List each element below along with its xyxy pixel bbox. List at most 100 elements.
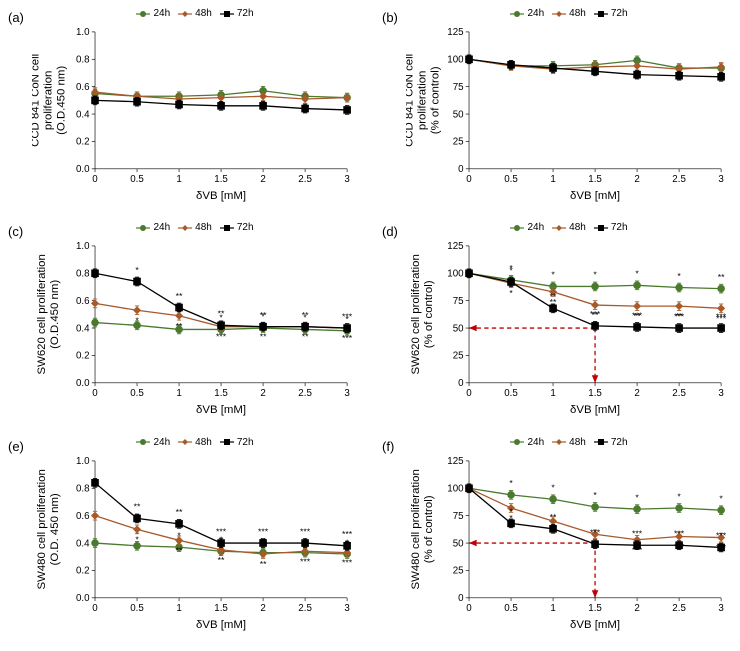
svg-text:*: * (509, 289, 513, 299)
legend-label: 24h (153, 8, 170, 19)
svg-text:0.4: 0.4 (76, 109, 90, 120)
panel-label: (b) (382, 8, 406, 214)
legend-item-24h: 24h (510, 222, 544, 233)
svg-text:2.5: 2.5 (298, 174, 312, 185)
svg-text:*: * (135, 265, 139, 275)
svg-text:***: *** (216, 332, 227, 342)
svg-text:1.0: 1.0 (76, 27, 90, 38)
svg-text:0.5: 0.5 (504, 388, 518, 399)
legend-label: 48h (569, 437, 586, 448)
legend-label: 24h (153, 437, 170, 448)
svg-text:25: 25 (453, 566, 464, 577)
chart-f: 24h 48h 72h025507510012500.511.522.53δVB… (406, 437, 732, 643)
legend-item-48h: 48h (178, 222, 212, 233)
svg-text:2: 2 (260, 603, 265, 614)
legend-item-48h: 48h (552, 222, 586, 233)
legend-item-72h: 72h (220, 8, 254, 19)
svg-text:2: 2 (260, 388, 265, 399)
svg-text:1: 1 (176, 388, 181, 399)
svg-text:0.8: 0.8 (76, 269, 90, 280)
svg-text:***: *** (300, 556, 311, 566)
svg-text:**: ** (302, 310, 309, 320)
svg-text:2.5: 2.5 (298, 388, 312, 399)
svg-text:***: *** (300, 526, 311, 536)
svg-text:***: *** (590, 527, 601, 537)
svg-text:0: 0 (92, 603, 98, 614)
svg-text:*: * (509, 478, 513, 488)
legend-item-24h: 24h (136, 222, 170, 233)
svg-text:***: *** (716, 531, 727, 541)
svg-text:**: ** (260, 559, 267, 569)
svg-text:δVB [mM]: δVB [mM] (196, 405, 246, 417)
chart-e: 24h 48h 72h0.00.20.40.60.81.000.511.522.… (32, 437, 358, 643)
svg-text:75: 75 (453, 82, 464, 93)
svg-text:0.6: 0.6 (76, 296, 90, 307)
svg-text:δVB [mM]: δVB [mM] (570, 619, 620, 631)
svg-text:***: *** (258, 526, 269, 536)
svg-text:**: ** (550, 512, 557, 522)
svg-text:0.4: 0.4 (76, 324, 90, 335)
legend-item-48h: 48h (552, 437, 586, 448)
legend-label: 72h (611, 222, 628, 233)
svg-text:*: * (135, 316, 139, 326)
svg-text:0: 0 (466, 603, 472, 614)
panel-grid: (a) 24h 48h 72h0.00.20.40.60.81.000.511.… (8, 8, 732, 643)
svg-text:125: 125 (447, 242, 464, 253)
legend-label: 24h (153, 222, 170, 233)
panel-label: (d) (382, 222, 406, 428)
chart-b: 24h 48h 72h025507510012500.511.522.53δVB… (406, 8, 732, 214)
legend-label: 72h (237, 437, 254, 448)
svg-text:2: 2 (634, 388, 639, 399)
svg-text:0: 0 (458, 379, 464, 390)
svg-text:SW620 cell proliferation: SW620 cell proliferation (36, 255, 48, 375)
svg-text:125: 125 (447, 456, 464, 467)
svg-text:δVB [mM]: δVB [mM] (570, 190, 620, 202)
svg-text:2.5: 2.5 (672, 388, 686, 399)
legend-label: 48h (569, 8, 586, 19)
svg-text:1.5: 1.5 (214, 174, 228, 185)
svg-text:75: 75 (453, 511, 464, 522)
svg-text:*: * (509, 266, 513, 276)
svg-text:0.5: 0.5 (130, 174, 144, 185)
svg-text:75: 75 (453, 296, 464, 307)
svg-text:*: * (509, 507, 513, 517)
svg-text:0: 0 (458, 593, 464, 604)
panel-f: (f) 24h 48h 72h025507510012500.511.522.5… (382, 437, 732, 643)
legend-item-48h: 48h (552, 8, 586, 19)
svg-text:0: 0 (92, 388, 98, 399)
svg-text:***: *** (342, 334, 353, 344)
svg-text:SW480 cell proliferation: SW480 cell proliferation (410, 469, 422, 589)
svg-text:1.0: 1.0 (76, 242, 90, 253)
svg-text:0.0: 0.0 (76, 379, 90, 390)
svg-text:**: ** (550, 292, 557, 302)
svg-text:*: * (719, 493, 723, 503)
svg-text:***: *** (674, 528, 685, 538)
panel-label: (c) (8, 222, 32, 428)
svg-text:***: *** (632, 528, 643, 538)
legend-item-24h: 24h (510, 8, 544, 19)
legend: 24h 48h 72h (406, 222, 732, 233)
svg-text:(O.D. 450 nm): (O.D. 450 nm) (49, 493, 61, 565)
svg-text:***: *** (342, 558, 353, 568)
legend-item-72h: 72h (594, 437, 628, 448)
svg-text:3: 3 (718, 174, 723, 185)
svg-text:0.5: 0.5 (504, 603, 518, 614)
legend-label: 24h (527, 437, 544, 448)
svg-text:0: 0 (458, 164, 464, 175)
svg-text:0.6: 0.6 (76, 511, 90, 522)
svg-text:*: * (677, 491, 681, 501)
svg-text:0.0: 0.0 (76, 593, 90, 604)
panel-a: (a) 24h 48h 72h0.00.20.40.60.81.000.511.… (8, 8, 358, 214)
svg-text:1.0: 1.0 (76, 456, 90, 467)
chart-c: 24h 48h 72h0.00.20.40.60.81.000.511.522.… (32, 222, 358, 428)
svg-text:0.5: 0.5 (504, 174, 518, 185)
svg-text:proliferation: proliferation (43, 71, 55, 131)
svg-text:**: ** (176, 507, 183, 517)
svg-text:2: 2 (634, 174, 639, 185)
chart-d: 24h 48h 72h025507510012500.511.522.53δVB… (406, 222, 732, 428)
legend-label: 72h (611, 8, 628, 19)
svg-text:25: 25 (453, 351, 464, 362)
legend-item-72h: 72h (220, 222, 254, 233)
svg-text:*: * (635, 492, 639, 502)
svg-text:***: *** (342, 529, 353, 539)
